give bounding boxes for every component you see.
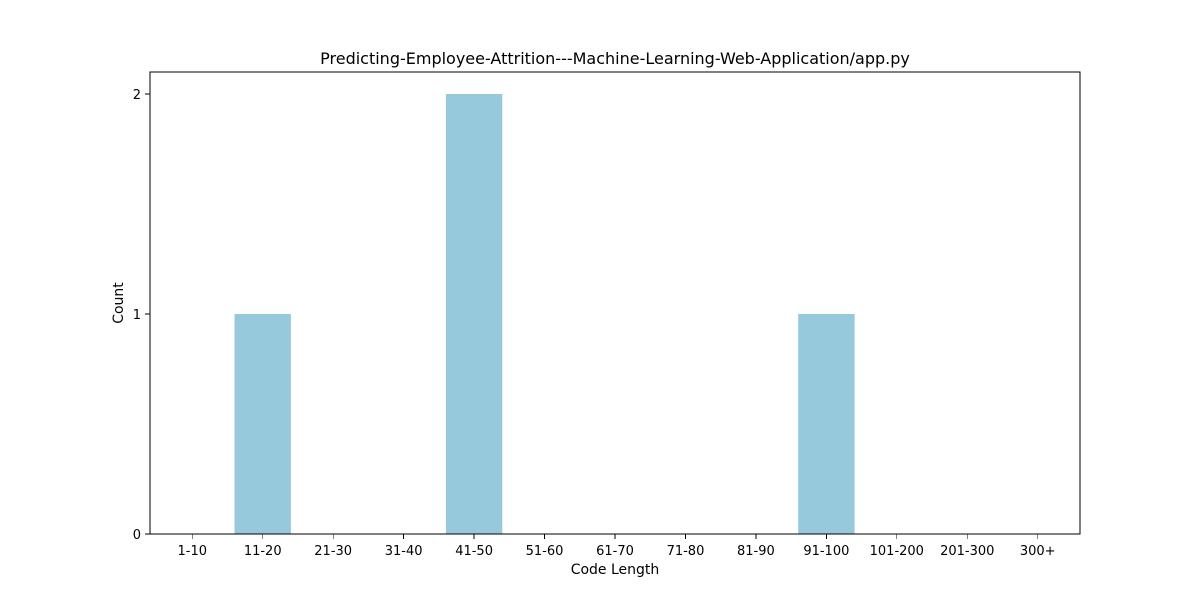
x-tick-label: 201-300 xyxy=(940,544,994,559)
x-axis-ticks: 1-10 11-20 21-30 31-40 41-50 51-60 61-70 71-80 8… xyxy=(178,534,1056,559)
x-tick-label: 101-200 xyxy=(870,544,924,559)
y-tick-label: 1 xyxy=(133,308,141,323)
bars-layer xyxy=(234,94,855,534)
x-tick-label: 81-90 xyxy=(737,544,775,559)
x-tick-label: 300+ xyxy=(1020,544,1056,559)
chart-title: Predicting-Employee-Attrition---Machine-… xyxy=(320,49,910,68)
bar-11-20 xyxy=(234,314,291,534)
x-tick-label: 41-50 xyxy=(455,544,493,559)
bar-91-100 xyxy=(798,314,855,534)
y-axis-label: Count xyxy=(111,282,127,324)
x-tick-label: 21-30 xyxy=(314,544,352,559)
y-axis-ticks: 0 1 2 xyxy=(133,88,150,543)
x-tick-label: 11-20 xyxy=(244,544,282,559)
x-tick-label: 1-10 xyxy=(178,544,208,559)
bar-41-50 xyxy=(445,94,503,534)
y-tick-label: 2 xyxy=(133,88,141,103)
x-axis-label: Code Length xyxy=(571,562,660,578)
x-tick-label: 91-100 xyxy=(803,544,849,559)
y-tick-label: 0 xyxy=(133,528,141,543)
x-tick-label: 71-80 xyxy=(667,544,705,559)
x-tick-label: 51-60 xyxy=(526,544,564,559)
x-tick-label: 31-40 xyxy=(385,544,423,559)
x-tick-label: 61-70 xyxy=(596,544,634,559)
